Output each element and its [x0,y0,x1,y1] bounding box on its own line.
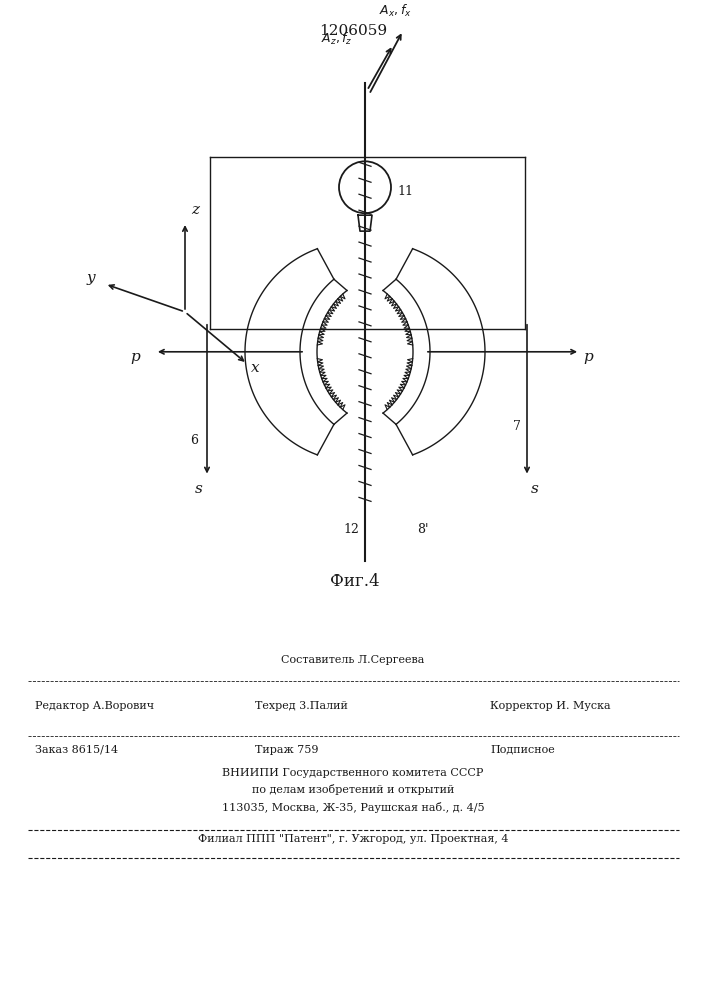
Text: s: s [531,482,539,496]
Text: Подписное: Подписное [490,745,555,755]
Text: Филиал ППП "Патент", г. Ужгород, ул. Проектная, 4: Филиал ППП "Патент", г. Ужгород, ул. Про… [198,834,508,844]
Text: Заказ 8615/14: Заказ 8615/14 [35,745,118,755]
Text: s: s [195,482,203,496]
Text: x: x [251,361,259,375]
Text: ВНИИПИ Государственного комитета СССР: ВНИИПИ Государственного комитета СССР [222,768,484,778]
Text: Техред 3.Палий: Техред 3.Палий [255,701,348,711]
Text: y: y [87,271,95,285]
Text: 6: 6 [190,434,198,447]
Text: $A_z,f_z$: $A_z,f_z$ [321,31,353,47]
Text: p: p [130,350,140,364]
Text: z: z [191,203,199,217]
Text: 113035, Москва, Ж-35, Раушская наб., д. 4/5: 113035, Москва, Ж-35, Раушская наб., д. … [222,802,484,813]
Text: 11: 11 [397,185,413,198]
Text: 8': 8' [417,523,428,536]
Text: p: p [583,350,592,364]
Text: Корректор И. Муска: Корректор И. Муска [490,701,611,711]
Text: $A_x,f_x$: $A_x,f_x$ [379,3,411,19]
Text: 12: 12 [343,523,359,536]
Text: Тираж 759: Тираж 759 [255,745,318,755]
Text: Составитель Л.Сергеева: Составитель Л.Сергеева [281,655,425,665]
Text: Редактор А.Ворович: Редактор А.Ворович [35,701,154,711]
Text: 7: 7 [513,420,521,433]
Text: Фиг.4: Фиг.4 [330,573,380,590]
Text: 1206059: 1206059 [319,24,387,38]
Text: по делам изобретений и открытий: по делам изобретений и открытий [252,784,454,795]
